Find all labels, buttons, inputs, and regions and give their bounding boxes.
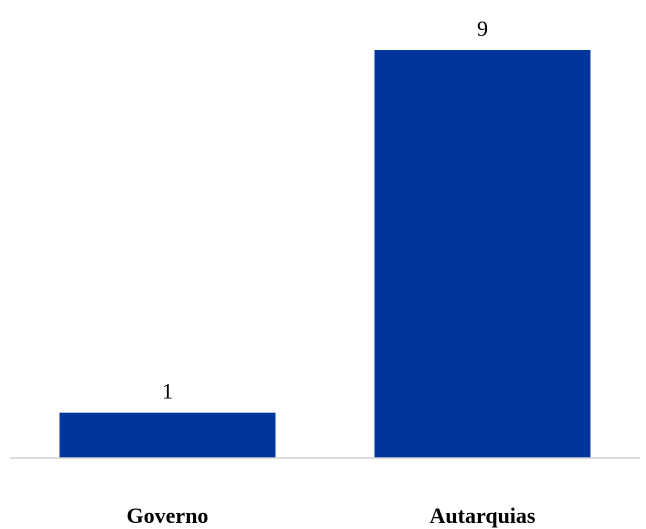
bars-group <box>59 50 591 458</box>
bar-autarquias <box>374 50 591 458</box>
labels-group: 1 Governo 9 Autarquias <box>127 16 536 528</box>
category-label-governo: Governo <box>127 503 209 528</box>
bar-governo <box>59 412 276 458</box>
category-label-autarquias: Autarquias <box>430 503 536 528</box>
data-label-governo: 1 <box>162 379 173 404</box>
data-label-autarquias: 9 <box>477 16 488 41</box>
